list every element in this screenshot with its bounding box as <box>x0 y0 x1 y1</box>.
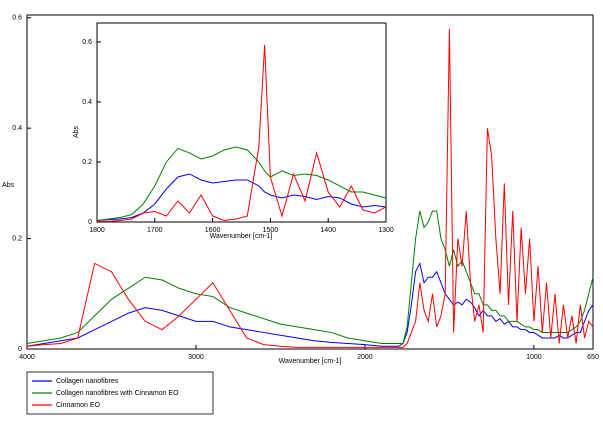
legend-label: Cinnamon EO <box>56 402 101 409</box>
series-line <box>26 28 594 348</box>
y-tick-label: 0 <box>88 219 92 226</box>
y-axis-label: Abs <box>2 182 15 189</box>
series-line <box>26 210 594 344</box>
legend-label: Collagen nanofibres with Cinnamon EO <box>56 390 179 397</box>
x-tick-label: 3000 <box>188 354 204 361</box>
x-tick-label: 650 <box>587 354 599 361</box>
y-tick-label: 0.4 <box>82 99 92 106</box>
x-tick-label: 1700 <box>147 227 163 234</box>
y-tick-label: 0.2 <box>82 159 92 166</box>
series-line <box>26 261 594 347</box>
series-line <box>96 146 387 221</box>
y-tick-label: 0.4 <box>12 125 22 132</box>
legend-label: Collagen nanofibres <box>56 378 119 385</box>
x-tick-label: 1800 <box>89 227 105 234</box>
x-tick-label: 1000 <box>526 354 542 361</box>
series-line <box>96 173 387 221</box>
series-line <box>97 44 387 222</box>
y-axis-label: Abs <box>73 125 80 138</box>
x-tick-label: 4000 <box>19 354 35 361</box>
legend <box>26 371 214 415</box>
y-tick-label: 0.6 <box>82 39 92 46</box>
plot-area <box>96 22 387 223</box>
x-tick-label: 1600 <box>205 227 221 234</box>
x-tick-label: 1300 <box>378 227 394 234</box>
x-tick-label: 1400 <box>320 227 336 234</box>
x-tick-label: 2000 <box>357 354 373 361</box>
y-tick-label: 0 <box>18 346 22 353</box>
x-tick-label: 1500 <box>263 227 279 234</box>
x-axis-label: Wavenumber [cm-1] <box>279 358 342 365</box>
y-tick-label: 0.6 <box>12 15 22 22</box>
y-tick-label: 0.2 <box>12 235 22 242</box>
x-axis-label: Wavenumber [cm-1] <box>210 233 273 240</box>
